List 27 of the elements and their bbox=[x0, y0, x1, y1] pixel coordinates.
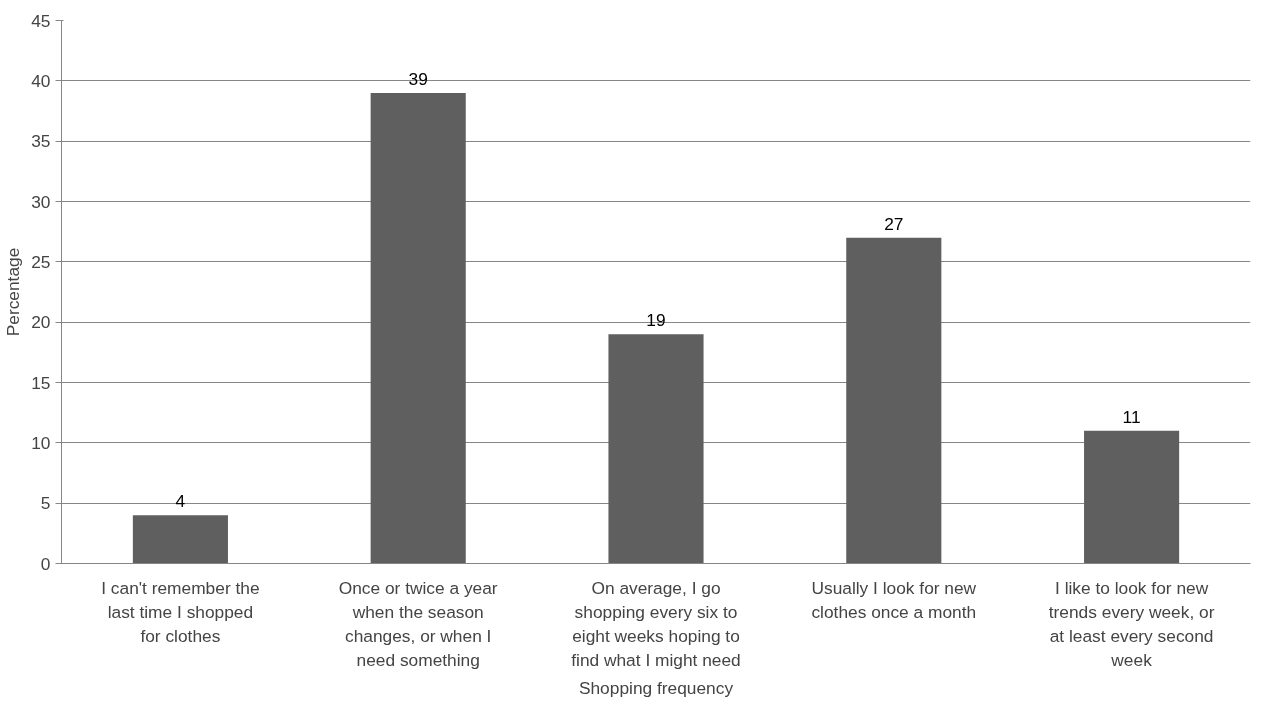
x-tick-label: On average, I go shopping every six to eight weeks hoping to find what I might need bbox=[571, 577, 741, 670]
y-tick-label: 5 bbox=[40, 493, 51, 514]
bar bbox=[1084, 430, 1180, 564]
x-tick-label: I like to look for new trends every week, or at least every second week bbox=[1048, 577, 1215, 670]
bar bbox=[608, 334, 704, 564]
x-tick-label: Once or twice a year when the season changes, or when I need something bbox=[338, 577, 498, 670]
x-axis-title: Shopping frequency bbox=[578, 677, 734, 698]
bar bbox=[846, 237, 942, 564]
data-label: 39 bbox=[408, 68, 428, 89]
data-label: 19 bbox=[646, 310, 666, 331]
data-label: 27 bbox=[884, 213, 904, 234]
x-tick-label: Usually I look for new clothes once a month bbox=[811, 577, 977, 622]
y-axis-title: Percentage bbox=[3, 247, 24, 337]
y-tick-label: 15 bbox=[31, 372, 51, 393]
y-tick-label: 0 bbox=[40, 553, 51, 574]
x-tick-label: I can't remember the last time I shopped for clothes bbox=[101, 577, 260, 646]
y-tick-label: 40 bbox=[31, 70, 51, 91]
data-label: 11 bbox=[1122, 406, 1141, 427]
y-tick-label: 20 bbox=[31, 312, 51, 333]
y-tick-label: 10 bbox=[31, 432, 51, 453]
data-label: 4 bbox=[175, 491, 186, 512]
y-tick-label: 25 bbox=[31, 251, 51, 272]
bar bbox=[132, 515, 228, 564]
y-tick-label: 30 bbox=[31, 191, 51, 212]
y-tick-label: 45 bbox=[31, 10, 51, 31]
y-tick-label: 35 bbox=[31, 131, 51, 152]
bar bbox=[370, 92, 466, 564]
